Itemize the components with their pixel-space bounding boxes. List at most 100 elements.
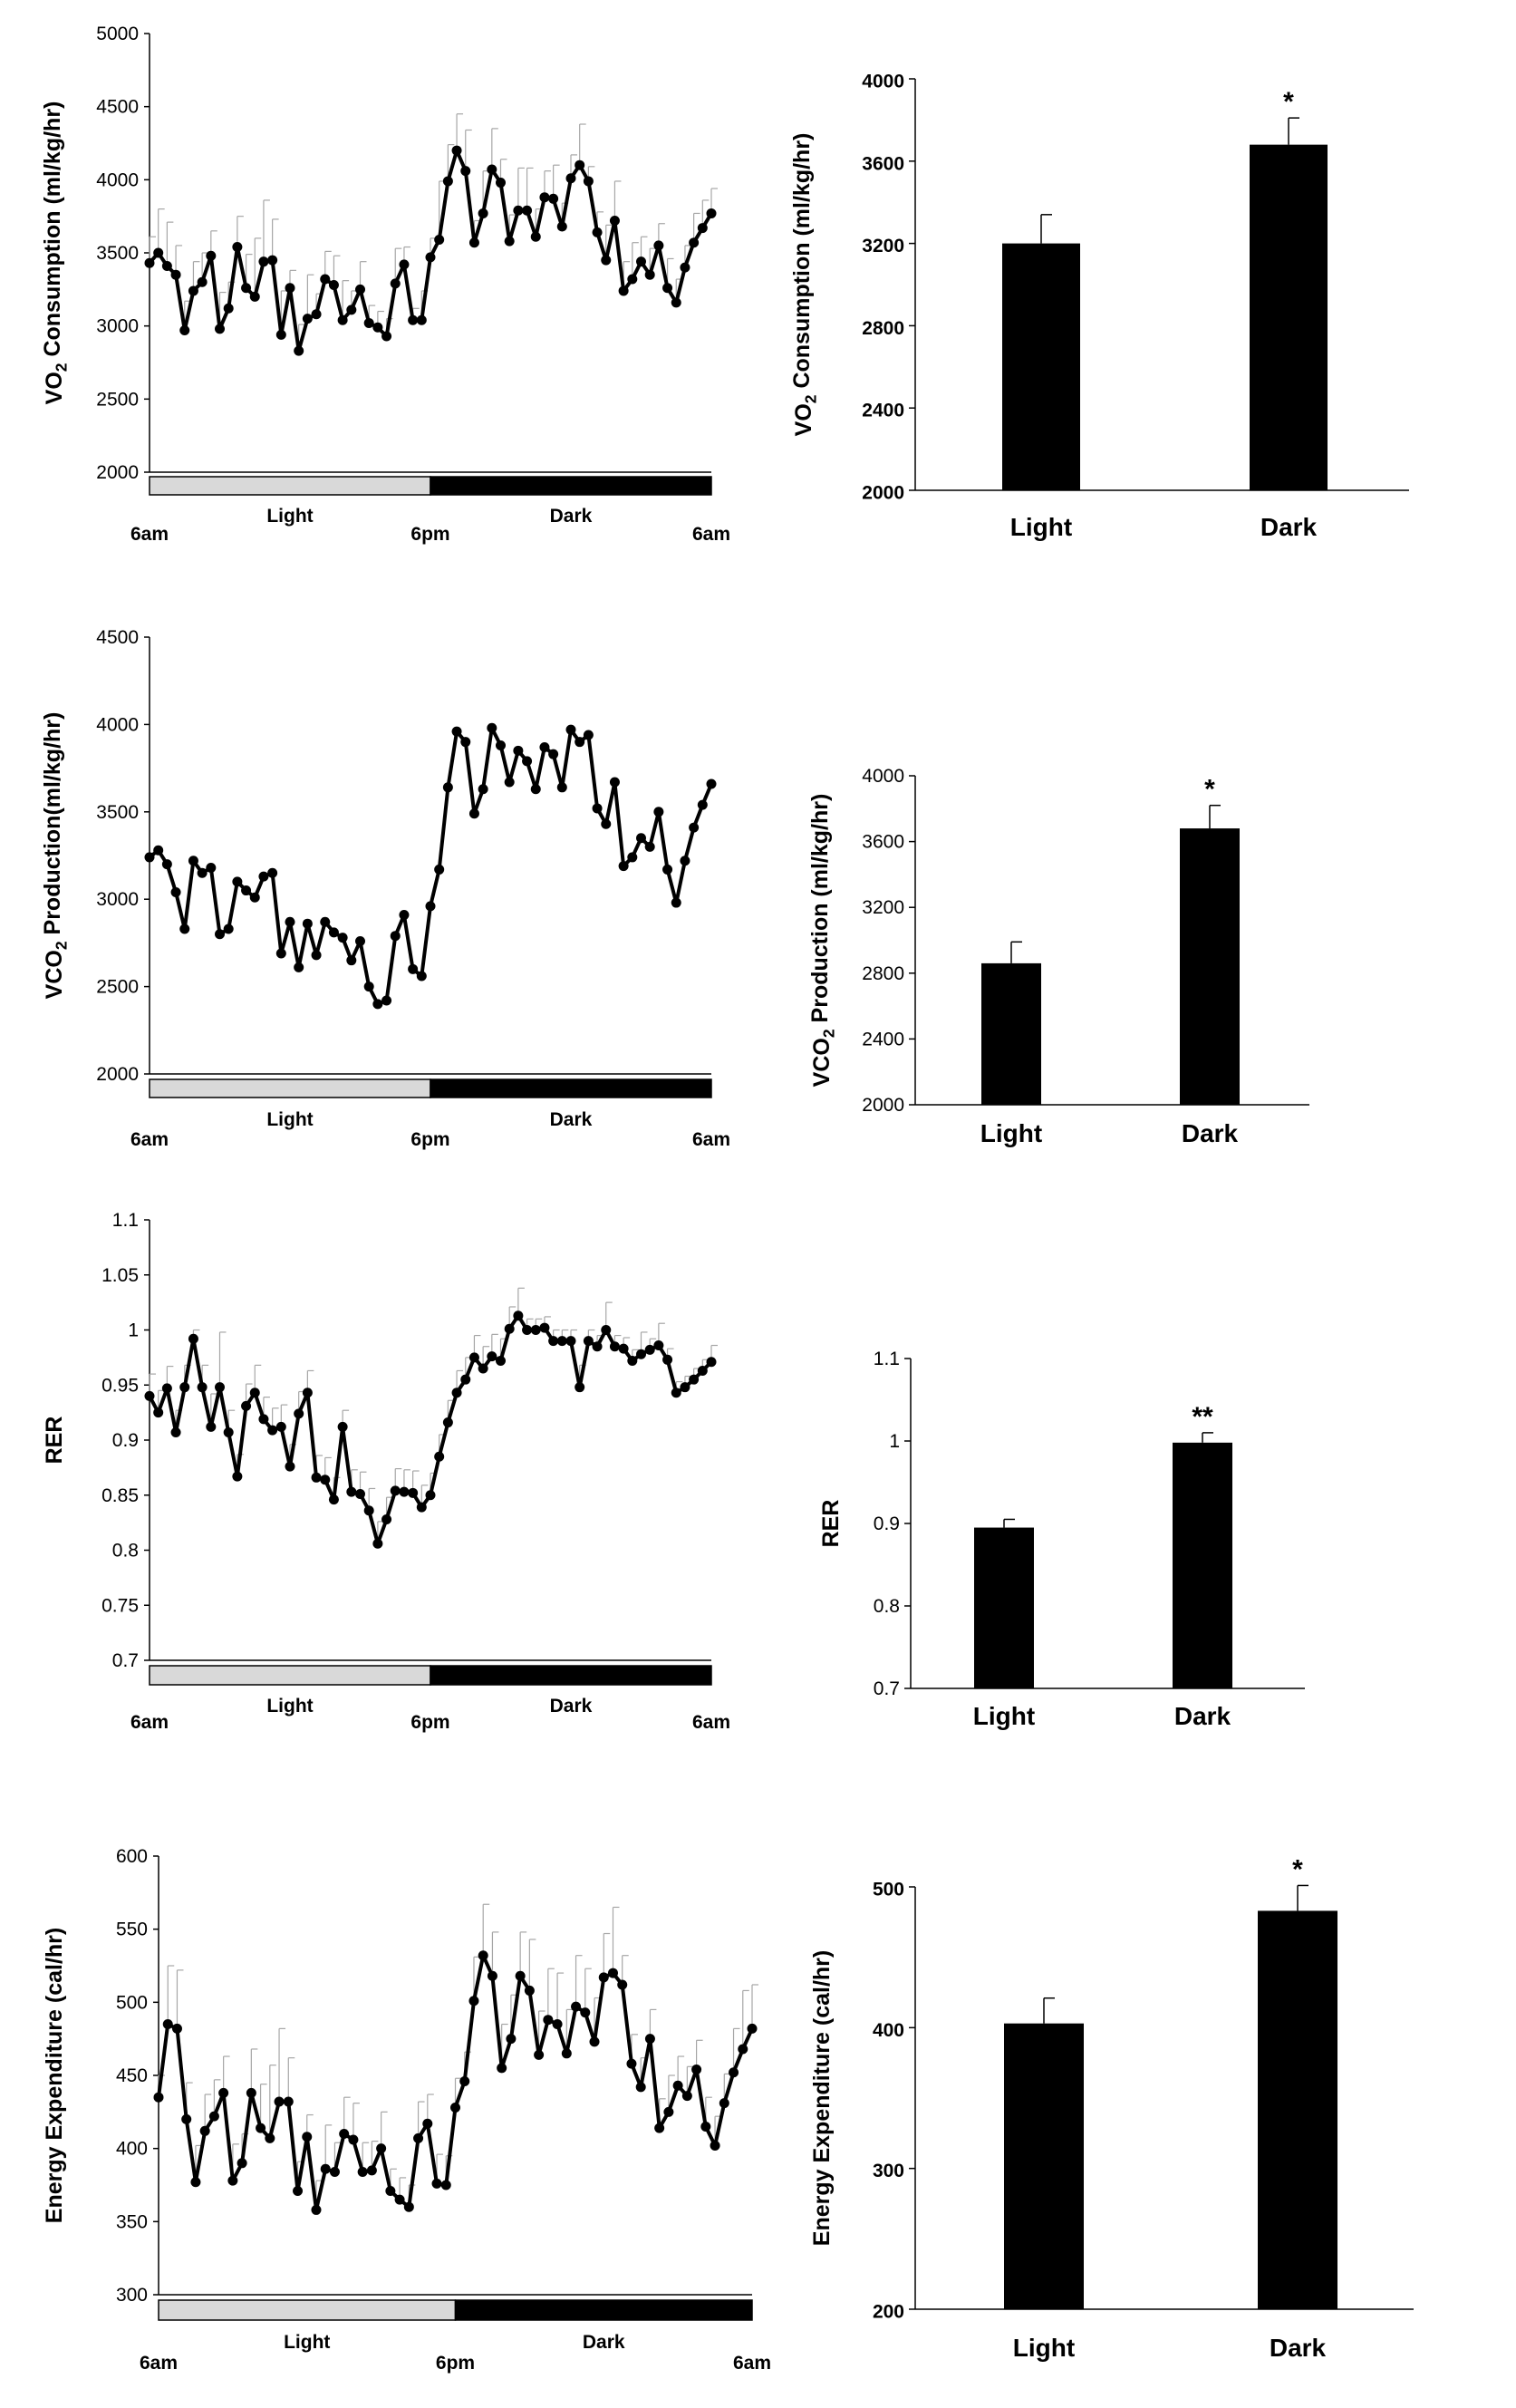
- data-point: [366, 2165, 377, 2176]
- dark-phase-bar: [454, 2299, 753, 2321]
- data-point: [170, 269, 181, 280]
- data-point: [672, 2080, 683, 2091]
- data-point: [215, 929, 225, 940]
- dark-phase-bar: [430, 476, 712, 496]
- data-point: [609, 216, 620, 227]
- data-point: [346, 1486, 357, 1497]
- data-point: [431, 2178, 442, 2189]
- x-category-label: Dark: [1174, 1702, 1231, 1730]
- y-tick-label: 1.1: [874, 1349, 900, 1369]
- data-point: [681, 2091, 692, 2102]
- data-point: [468, 1352, 479, 1363]
- data-point: [416, 314, 427, 325]
- data-point: [601, 1325, 612, 1335]
- data-point: [635, 2082, 646, 2093]
- data-point: [206, 250, 217, 261]
- data-point: [719, 2098, 729, 2109]
- data-point: [556, 782, 567, 793]
- data-point: [442, 176, 453, 187]
- data-point: [561, 2048, 572, 2059]
- data-point: [459, 2075, 470, 2086]
- data-point: [302, 1388, 313, 1398]
- data-point: [644, 2034, 655, 2045]
- data-point: [153, 1407, 164, 1418]
- data-point: [460, 1374, 471, 1385]
- data-point: [636, 256, 646, 267]
- data-point: [199, 2125, 210, 2136]
- light-phase-bar: [149, 1665, 431, 1686]
- data-point: [363, 982, 374, 992]
- bar: [1173, 1442, 1232, 1688]
- bar: [974, 1527, 1034, 1688]
- y-tick-label: 0.8: [112, 1541, 139, 1562]
- data-point: [302, 2132, 313, 2142]
- data-point: [601, 255, 612, 266]
- data-point: [487, 1970, 497, 1981]
- data-point: [258, 1414, 269, 1425]
- phase-label-dark: Dark: [550, 1109, 593, 1130]
- y-tick-label: 4000: [862, 766, 904, 787]
- data-point: [275, 329, 286, 340]
- data-point: [197, 1382, 208, 1393]
- y-tick-label: 0.9: [874, 1513, 900, 1534]
- y-tick-label: 1: [889, 1431, 900, 1452]
- data-point: [302, 314, 313, 324]
- data-point: [179, 325, 190, 336]
- data-point: [583, 1336, 594, 1347]
- data-point: [729, 2067, 739, 2078]
- data-point: [618, 1343, 629, 1354]
- data-point: [539, 1322, 550, 1333]
- time-course-panel: 300 350 400 450 500 550 600 Light Dark 6am 6pm 6am E…: [42, 1846, 771, 2374]
- data-point: [320, 2163, 331, 2174]
- y-tick-label: 0.95: [101, 1375, 139, 1396]
- y-tick-label: 4000: [862, 71, 904, 92]
- x-time-label: 6am: [692, 1129, 730, 1150]
- data-point: [302, 918, 313, 929]
- data-point: [583, 176, 594, 187]
- data-point: [556, 221, 567, 232]
- data-point: [249, 892, 260, 903]
- data-point: [534, 2049, 545, 2060]
- data-point: [328, 1494, 339, 1505]
- y-axis-label: VO2 Consumption (ml/kg/hr): [789, 133, 820, 437]
- data-point: [218, 2087, 229, 2098]
- x-time-label: 6pm: [410, 1712, 449, 1733]
- y-tick-label: 1.05: [101, 1265, 139, 1286]
- data-point: [653, 807, 664, 817]
- data-point: [680, 262, 690, 273]
- data-point: [206, 862, 217, 873]
- y-tick-label: 2400: [862, 1029, 904, 1049]
- y-tick-label: 350: [116, 2211, 148, 2232]
- y-tick-label: 3000: [96, 316, 139, 337]
- x-category-label: Dark: [1270, 2334, 1327, 2362]
- data-point: [256, 2123, 266, 2133]
- data-point: [609, 1341, 620, 1352]
- data-point: [215, 1382, 225, 1393]
- data-point: [496, 178, 506, 189]
- data-point: [487, 722, 497, 733]
- data-point: [450, 2102, 460, 2113]
- y-tick-label: 0.85: [101, 1485, 139, 1506]
- data-point: [425, 901, 436, 912]
- data-point: [188, 1333, 198, 1344]
- data-point: [738, 2044, 748, 2055]
- data-point: [188, 856, 198, 866]
- y-tick-label: 2400: [862, 401, 904, 421]
- data-point: [197, 276, 208, 287]
- data-point: [171, 2023, 182, 2034]
- data-point: [232, 876, 243, 887]
- y-tick-label: 0.7: [874, 1678, 900, 1699]
- data-point: [504, 236, 515, 247]
- data-point: [618, 861, 629, 872]
- data-point: [451, 1388, 462, 1398]
- data-point: [188, 285, 198, 296]
- data-point: [408, 963, 419, 974]
- data-point: [592, 803, 603, 814]
- y-tick-label: 2800: [862, 963, 904, 984]
- data-point: [478, 208, 488, 218]
- data-point: [644, 1344, 655, 1355]
- data-point: [206, 1421, 217, 1432]
- phase-label-dark: Dark: [550, 1696, 593, 1717]
- data-point: [583, 730, 594, 740]
- time-course-panel: 0.7 0.75 0.8 0.85 0.9 0.95 1 1.05 1.1 Light Dark 6a…: [42, 1210, 730, 1733]
